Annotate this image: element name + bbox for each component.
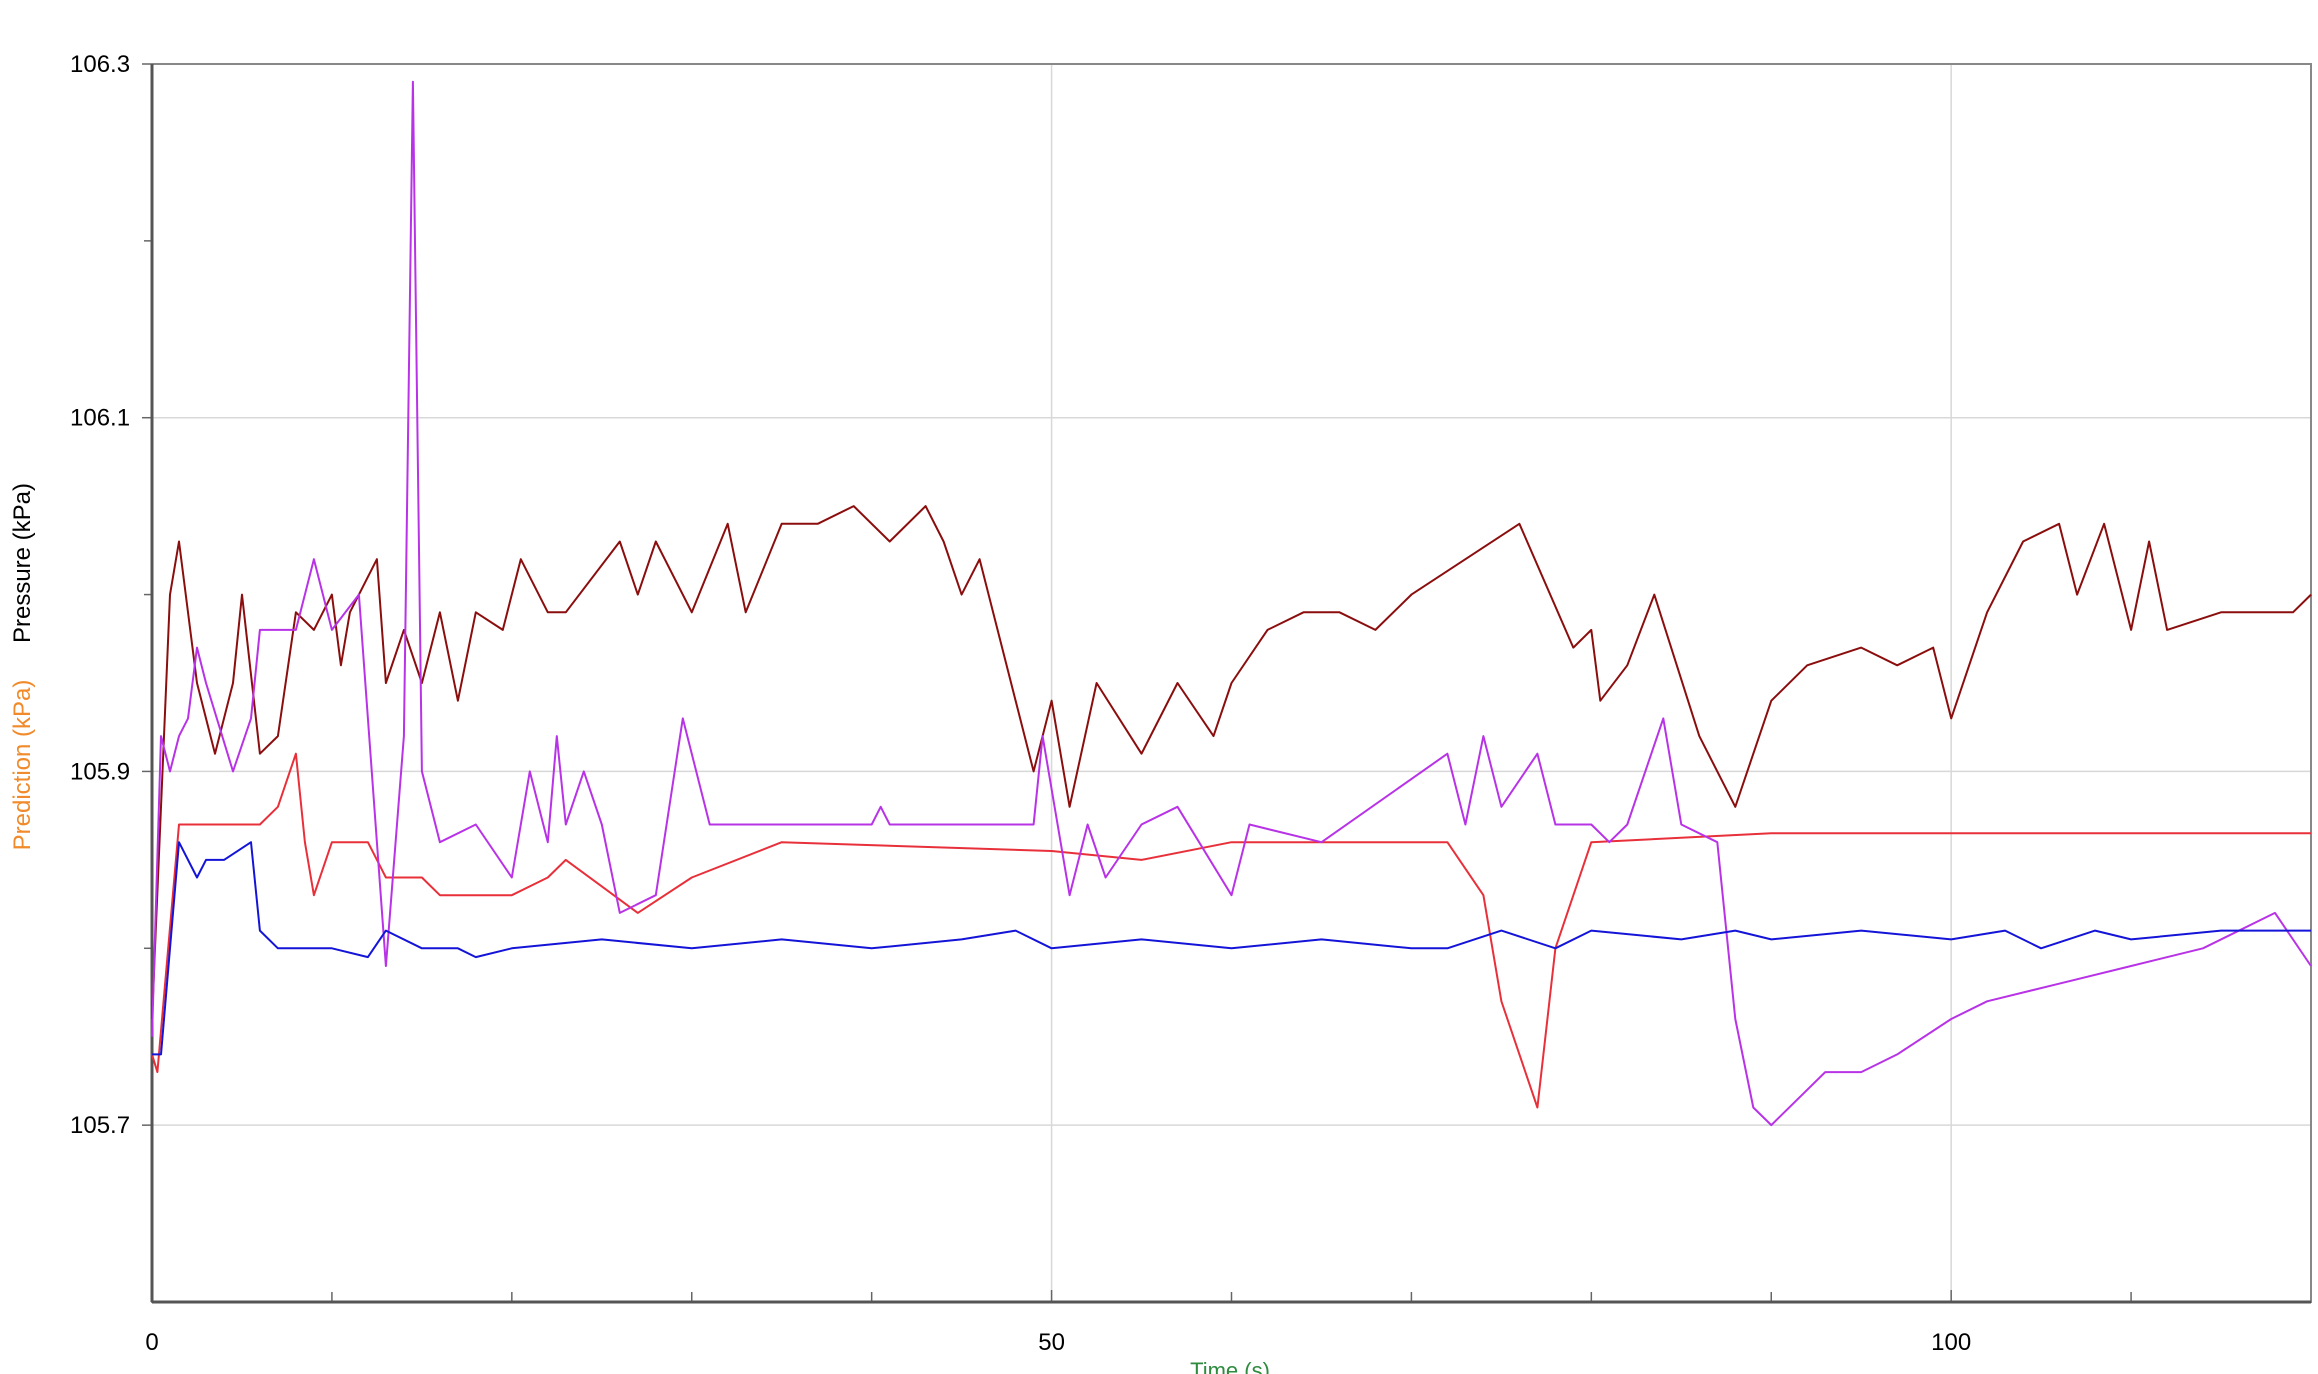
y-axis-title: Pressure (kPa): [9, 483, 36, 643]
x-tick-label: 100: [1931, 1329, 1971, 1356]
data-line: [152, 841, 2311, 1056]
y-tick-label: 106.1: [70, 405, 130, 432]
y-tick-label: 105.7: [70, 1112, 130, 1139]
x-axis-title: Time (s): [1190, 1358, 1270, 1374]
data-line: [151, 752, 2311, 1109]
data-line: [151, 80, 2312, 1127]
x-tick-label: 50: [1038, 1329, 1065, 1356]
y2-axis-title: Prediction (kPa): [9, 680, 36, 851]
y-tick-label: 105.9: [70, 758, 130, 785]
data-line: [151, 505, 2312, 1020]
x-tick-label: 0: [145, 1329, 158, 1356]
y-tick-label: 106.3: [70, 51, 130, 78]
